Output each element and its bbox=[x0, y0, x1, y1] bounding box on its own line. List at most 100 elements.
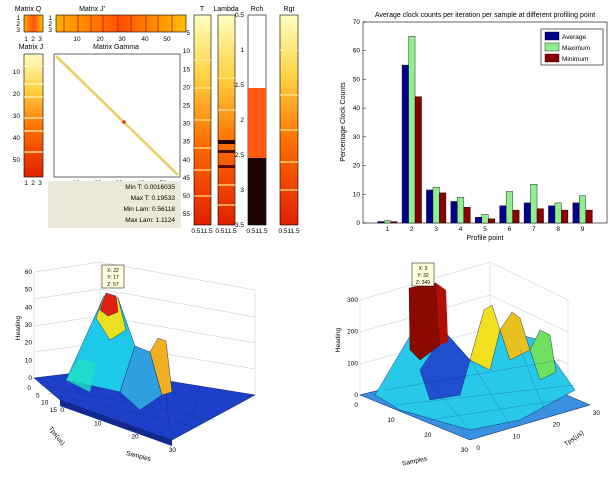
surface-plot-2: X: 3 Y: 32 Z: 349 0 100 200 300 0 10 20 30 0 10… bbox=[335, 261, 600, 468]
matrix-j-ytick: 50 bbox=[13, 157, 21, 164]
rch-strip-ytick: 2.5 bbox=[235, 152, 244, 159]
matrix-jprime-texture bbox=[63, 15, 173, 32]
bar-minimum-9 bbox=[585, 209, 593, 224]
bar-ytick-label: 0 bbox=[356, 220, 360, 227]
bar-ytick-label: 10 bbox=[353, 191, 361, 198]
bar-minimum-3 bbox=[439, 192, 447, 224]
rch-strip-ytick: 3.5 bbox=[235, 222, 244, 229]
legend-label-minimum: Minimum bbox=[562, 56, 588, 63]
surface-2-ytick: 10 bbox=[513, 433, 521, 440]
lambda-strip-title: Lambda bbox=[213, 6, 238, 13]
t-strip-ytick: 20 bbox=[183, 84, 191, 91]
surface-2-ytick: 20 bbox=[553, 422, 561, 429]
surface-2-ytick: 30 bbox=[593, 410, 601, 417]
t-strip-ytick: 35 bbox=[183, 139, 191, 146]
bar-chart-yticks: 0 10 20 30 40 50 60 70 bbox=[353, 19, 366, 227]
bar-maximum-9 bbox=[579, 195, 587, 224]
surface-1-ztick: 60 bbox=[25, 269, 33, 276]
bar-maximum-3 bbox=[432, 186, 440, 224]
rch-strip-ytick: 0.5 bbox=[235, 12, 244, 19]
rch-strip-ytick: 1.5 bbox=[235, 82, 244, 89]
t-strip-yticks: 5 10 15 20 25 30 35 40 45 50 55 bbox=[183, 30, 191, 218]
surface-1-ylabel: Tps(us) bbox=[47, 425, 66, 447]
surface-1-datatip-line: Y: 17 bbox=[107, 275, 119, 281]
t-strip-ytick: 25 bbox=[183, 103, 191, 110]
bar-minimum-4 bbox=[463, 207, 471, 224]
surface-1-peak-top bbox=[99, 292, 119, 317]
bar-ytick-label: 50 bbox=[353, 76, 361, 83]
matrix-j-ytick: 40 bbox=[13, 135, 21, 142]
matrix-j-texture bbox=[24, 65, 43, 153]
matrix-gamma-title: Matrix Gamma bbox=[93, 44, 139, 51]
matrix-jprime-title: Matrix J' bbox=[79, 6, 105, 13]
rch-strip-xticks: 0.511.5 bbox=[246, 228, 268, 235]
surface-1-xtick: 10 bbox=[94, 420, 102, 427]
surface-1-xtick: 30 bbox=[169, 447, 177, 454]
surface-2-xtick: 10 bbox=[387, 417, 395, 424]
lambda-strip bbox=[217, 14, 236, 226]
surface-1-xticks: 0 10 20 30 bbox=[60, 407, 176, 454]
bar-ytick-label: 20 bbox=[353, 163, 361, 170]
surface-2-ztick: 200 bbox=[347, 329, 358, 336]
rgt-strip-title: Rgt bbox=[284, 6, 295, 13]
matrix-jprime-xtick: 10 bbox=[73, 36, 81, 43]
matrix-jprime-xtick: 40 bbox=[141, 36, 149, 43]
matrix-j-ytick: 20 bbox=[13, 91, 21, 98]
legend-swatch-minimum bbox=[544, 53, 560, 63]
surface-1-ytick: 0 bbox=[27, 385, 31, 392]
surface-1-ztick: 50 bbox=[25, 287, 33, 294]
bar-average-4 bbox=[450, 201, 458, 224]
surface-2-tower-side bbox=[436, 283, 448, 345]
surface-2-ztick: 0 bbox=[354, 392, 358, 399]
bar-average-1 bbox=[377, 221, 385, 224]
surface-1-lowface bbox=[66, 358, 96, 392]
surface-2-ytick: 0 bbox=[476, 445, 480, 452]
surface-1-datatip: X: 22 Y: 17 Z: 57 bbox=[101, 264, 125, 289]
matrix-j-heatmap bbox=[23, 53, 44, 178]
t-strip-ytick: 15 bbox=[183, 66, 191, 73]
surface-1-zlabel: Heading bbox=[15, 316, 22, 341]
surface-2-datatip: X: 3 Y: 32 Z: 349 bbox=[411, 262, 435, 287]
legend-label-average: Average bbox=[562, 34, 586, 41]
bar-xtick-label: 9 bbox=[581, 226, 585, 233]
t-strip-ytick: 5 bbox=[186, 30, 190, 37]
bar-ytick-label: 60 bbox=[353, 48, 361, 55]
matrix-q-title: Matrix Q bbox=[15, 6, 42, 13]
surface-2-xtick: 30 bbox=[461, 447, 469, 454]
t-strip-ytick: 40 bbox=[183, 157, 191, 164]
bar-minimum-7 bbox=[536, 208, 544, 224]
bar-chart-xticks: 1 2 3 4 5 6 7 8 9 bbox=[386, 220, 585, 233]
matrix-q-heatmap bbox=[23, 14, 44, 33]
bar-chart-title: Average clock counts per iteration per s… bbox=[375, 12, 595, 19]
legend-swatch-average bbox=[544, 31, 560, 41]
surface-2-xticks: 0 10 20 30 bbox=[354, 402, 468, 454]
surface-2-zticks: 0 100 200 300 bbox=[347, 297, 358, 399]
surface-2-peak-c bbox=[529, 329, 557, 381]
rch-strip-yticks: 0.5 1 1.5 2 2.5 3 3.5 bbox=[235, 12, 244, 229]
surface-1-ztick: 0 bbox=[28, 375, 32, 382]
rch-strip-ytick: 3 bbox=[240, 187, 244, 194]
surface-1-datatip-line: Z: 57 bbox=[107, 282, 119, 288]
bar-chart-ylabel: Percentage Clock Counts bbox=[340, 82, 347, 162]
surface-1-xtick: 0 bbox=[60, 407, 64, 414]
bar-xtick-label: 4 bbox=[459, 226, 463, 233]
bar-average-6 bbox=[499, 205, 507, 224]
surface-2-ztick: 300 bbox=[347, 297, 358, 304]
rch-strip-title: Rch bbox=[251, 6, 264, 13]
matrix-q-xtick: 1 bbox=[24, 36, 28, 43]
stat-min-t: Min T: 0.0016035 bbox=[125, 184, 175, 191]
surface-1-ytick: 15 bbox=[50, 407, 58, 414]
bar-xtick-label: 8 bbox=[556, 226, 560, 233]
bar-maximum-4 bbox=[457, 196, 465, 224]
t-strip-ytick: 50 bbox=[183, 193, 191, 200]
t-strip-ytick: 55 bbox=[183, 211, 191, 218]
bar-minimum-1 bbox=[390, 221, 398, 224]
rch-strip-ytick: 1 bbox=[240, 47, 244, 54]
surface-1-datatip-line: X: 22 bbox=[107, 268, 119, 274]
surface-2-xlabel: Samples bbox=[402, 455, 429, 467]
surface-2-yticks: 0 10 20 30 bbox=[476, 410, 600, 452]
surface-1-base-edge bbox=[60, 400, 172, 446]
bar-minimum-5 bbox=[488, 218, 495, 224]
surface-2-datatip-line: Y: 32 bbox=[417, 273, 429, 279]
